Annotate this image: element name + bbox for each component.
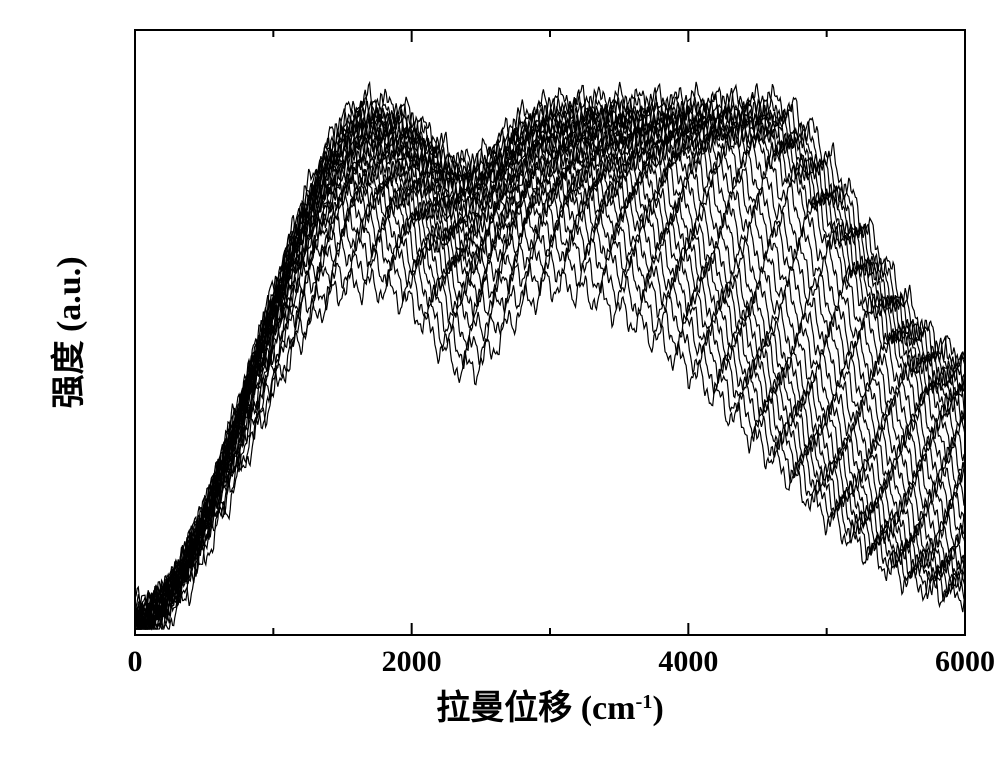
xtick-label: 2000 <box>382 645 442 678</box>
x-axis-label: 拉曼位移 (cm-1) <box>436 689 664 727</box>
spectrum-line <box>135 149 965 629</box>
xtick-label: 0 <box>128 645 143 678</box>
y-axis-label: 强度 (a.u.) <box>50 256 88 408</box>
spectrum-line <box>135 218 965 623</box>
xtick-label: 6000 <box>935 645 995 678</box>
xtick-label: 4000 <box>658 645 718 678</box>
spectrum-line <box>135 269 965 625</box>
spectrum-line <box>135 248 965 629</box>
series-group <box>135 82 965 629</box>
